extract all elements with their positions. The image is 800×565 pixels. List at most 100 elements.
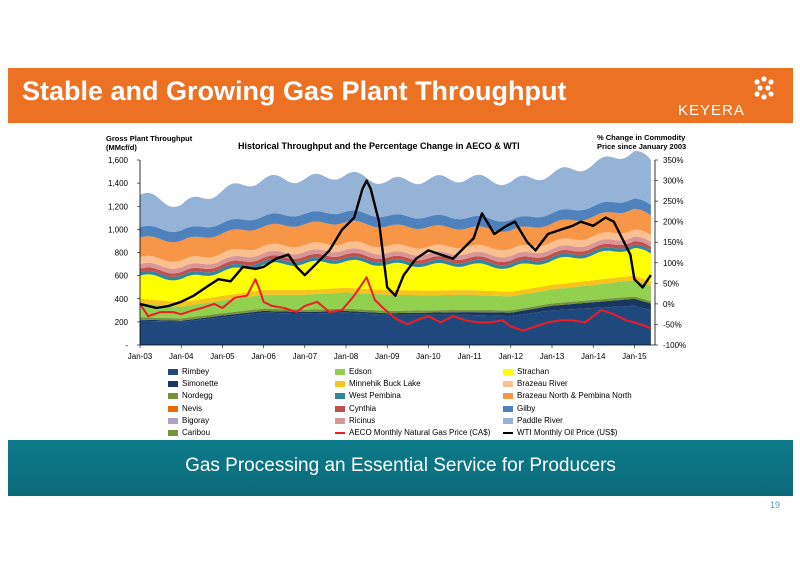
legend-label: Simonette [182, 379, 219, 389]
keyera-logo [675, 68, 793, 123]
legend-swatch [168, 381, 178, 388]
legend-label: Brazeau River [517, 379, 568, 389]
area-brazeau-river [140, 229, 651, 269]
left-tick-label: 600 [115, 272, 129, 281]
right-tick-label: 250% [663, 197, 683, 206]
legend-swatch [168, 369, 178, 375]
x-tick-label: Jan-10 [416, 352, 441, 361]
legend-swatch [168, 393, 178, 400]
right-tick-label: -50% [663, 320, 682, 329]
legend-swatch [335, 369, 345, 375]
legend-label: Gilby [517, 403, 536, 413]
legend-label: Minnehik Buck Lake [349, 379, 421, 389]
area-rimbey [140, 305, 651, 345]
area-nordegg [140, 296, 651, 321]
legend-label: AECO Monthly Natural Gas Price (CA$) [349, 428, 491, 437]
x-tick-label: Jan-07 [293, 352, 318, 361]
right-tick-label: 0% [663, 300, 675, 309]
right-tick-label: 100% [663, 259, 683, 268]
legend-label: Brazeau North & Pembina North [517, 391, 632, 401]
right-axis-ticks: -100% -50% 0% 50% 100% 150% 200% 250% 300% 350% [655, 156, 686, 350]
x-tick-label: Jan-09 [375, 352, 400, 361]
left-tick-label: 1,400 [108, 179, 129, 188]
left-axis-ticks: - 200 400 600 800 1,000 1,200 1,400 1,600 [108, 156, 140, 350]
x-tick-label: Jan-03 [128, 352, 153, 361]
area-cynthia [140, 241, 651, 277]
left-tick-label: 200 [115, 318, 129, 327]
x-tick-label: Jan-15 [622, 352, 647, 361]
legend-label: Edson [349, 367, 372, 376]
x-tick-label: Jan-06 [251, 352, 276, 361]
page-title: Stable and Growing Gas Plant Throughput [22, 76, 567, 106]
legend-swatch [168, 417, 178, 424]
legend-label: WTI Monthly Oil Price (US$) [517, 428, 618, 437]
banner-text: Gas Processing an Essential Service for … [185, 455, 616, 476]
area-paddle-river [140, 150, 651, 232]
header-bar [8, 68, 793, 123]
legend-label: Cynthia [349, 403, 377, 413]
legend-label: Ricinus [349, 415, 376, 425]
price-lines [139, 179, 652, 332]
legend-label: Bigoray [182, 415, 210, 425]
x-tick-label: Jan-13 [540, 352, 565, 361]
right-tick-label: 300% [663, 177, 683, 186]
keyera-logo-mark-icon [754, 76, 774, 100]
legend-label: Rimbey [182, 367, 210, 376]
legend-label: Nevis [182, 403, 203, 413]
legend-swatch [503, 381, 513, 388]
keyera-logo-text: KEYERA [678, 102, 745, 119]
area-ricinus [140, 236, 651, 274]
legend-swatch [168, 430, 178, 436]
wti-price-line [139, 179, 652, 310]
right-tick-label: 350% [663, 156, 683, 165]
x-tick-label: Jan-04 [169, 352, 194, 361]
left-tick-label: 400 [115, 295, 129, 304]
legend-swatch [335, 393, 345, 400]
y-axis-right-label-line2: Price since January 2003 [597, 142, 686, 151]
footer-banner [8, 440, 793, 496]
legend-swatch [168, 405, 178, 412]
legend-swatch [335, 432, 345, 434]
area-brazeau-north-pembina-north [140, 208, 651, 262]
right-tick-label: 150% [663, 238, 683, 247]
right-tick-label: 200% [663, 218, 683, 227]
legend-swatch [503, 369, 513, 375]
y-axis-left-label-line2: (MMcf/d) [106, 143, 137, 152]
area-gilby [140, 198, 651, 243]
left-tick-label: - [125, 341, 128, 350]
x-tick-label: Jan-14 [581, 352, 606, 361]
area-minnehik-buck-lake [140, 275, 651, 307]
stacked-areas [140, 150, 651, 345]
aeco-price-line [139, 276, 652, 332]
area-strachan [140, 247, 651, 303]
legend-swatch [503, 417, 513, 424]
legend-label: Caribou [182, 428, 211, 437]
page-number: 19 [770, 500, 781, 510]
y-axis-right-label-line1: % Change in Commodity [597, 133, 686, 142]
left-tick-label: 1,000 [108, 225, 129, 234]
left-tick-label: 1,600 [108, 156, 129, 165]
legend-swatch [335, 381, 345, 388]
legend-label: Nordegg [182, 391, 213, 401]
legend-label: West Pembina [349, 391, 401, 401]
area-west-pembina [140, 244, 651, 281]
x-tick-label: Jan-08 [334, 352, 359, 361]
x-tick-label: Jan-05 [210, 352, 235, 361]
x-axis-ticks: Jan-03 Jan-04 Jan-05 Jan-06 Jan-07 Jan-08 Jan-… [128, 345, 647, 361]
area-simonette [140, 298, 651, 322]
legend-swatch [503, 432, 513, 434]
legend-swatch [335, 405, 345, 412]
right-tick-label: 50% [663, 279, 679, 288]
left-tick-label: 800 [115, 249, 129, 258]
right-tick-label: -100% [663, 341, 686, 350]
x-tick-label: Jan-11 [458, 352, 482, 361]
legend-swatch [503, 405, 513, 412]
y-axis-left-label-line1: Gross Plant Throughput [106, 134, 193, 143]
legend-swatch [503, 393, 513, 400]
chart-title: Historical Throughput and the Percentage… [238, 141, 520, 151]
legend-swatch [335, 417, 345, 424]
area-edson [140, 280, 651, 319]
left-tick-label: 1,200 [108, 202, 129, 211]
legend-label: Paddle River [517, 415, 563, 425]
